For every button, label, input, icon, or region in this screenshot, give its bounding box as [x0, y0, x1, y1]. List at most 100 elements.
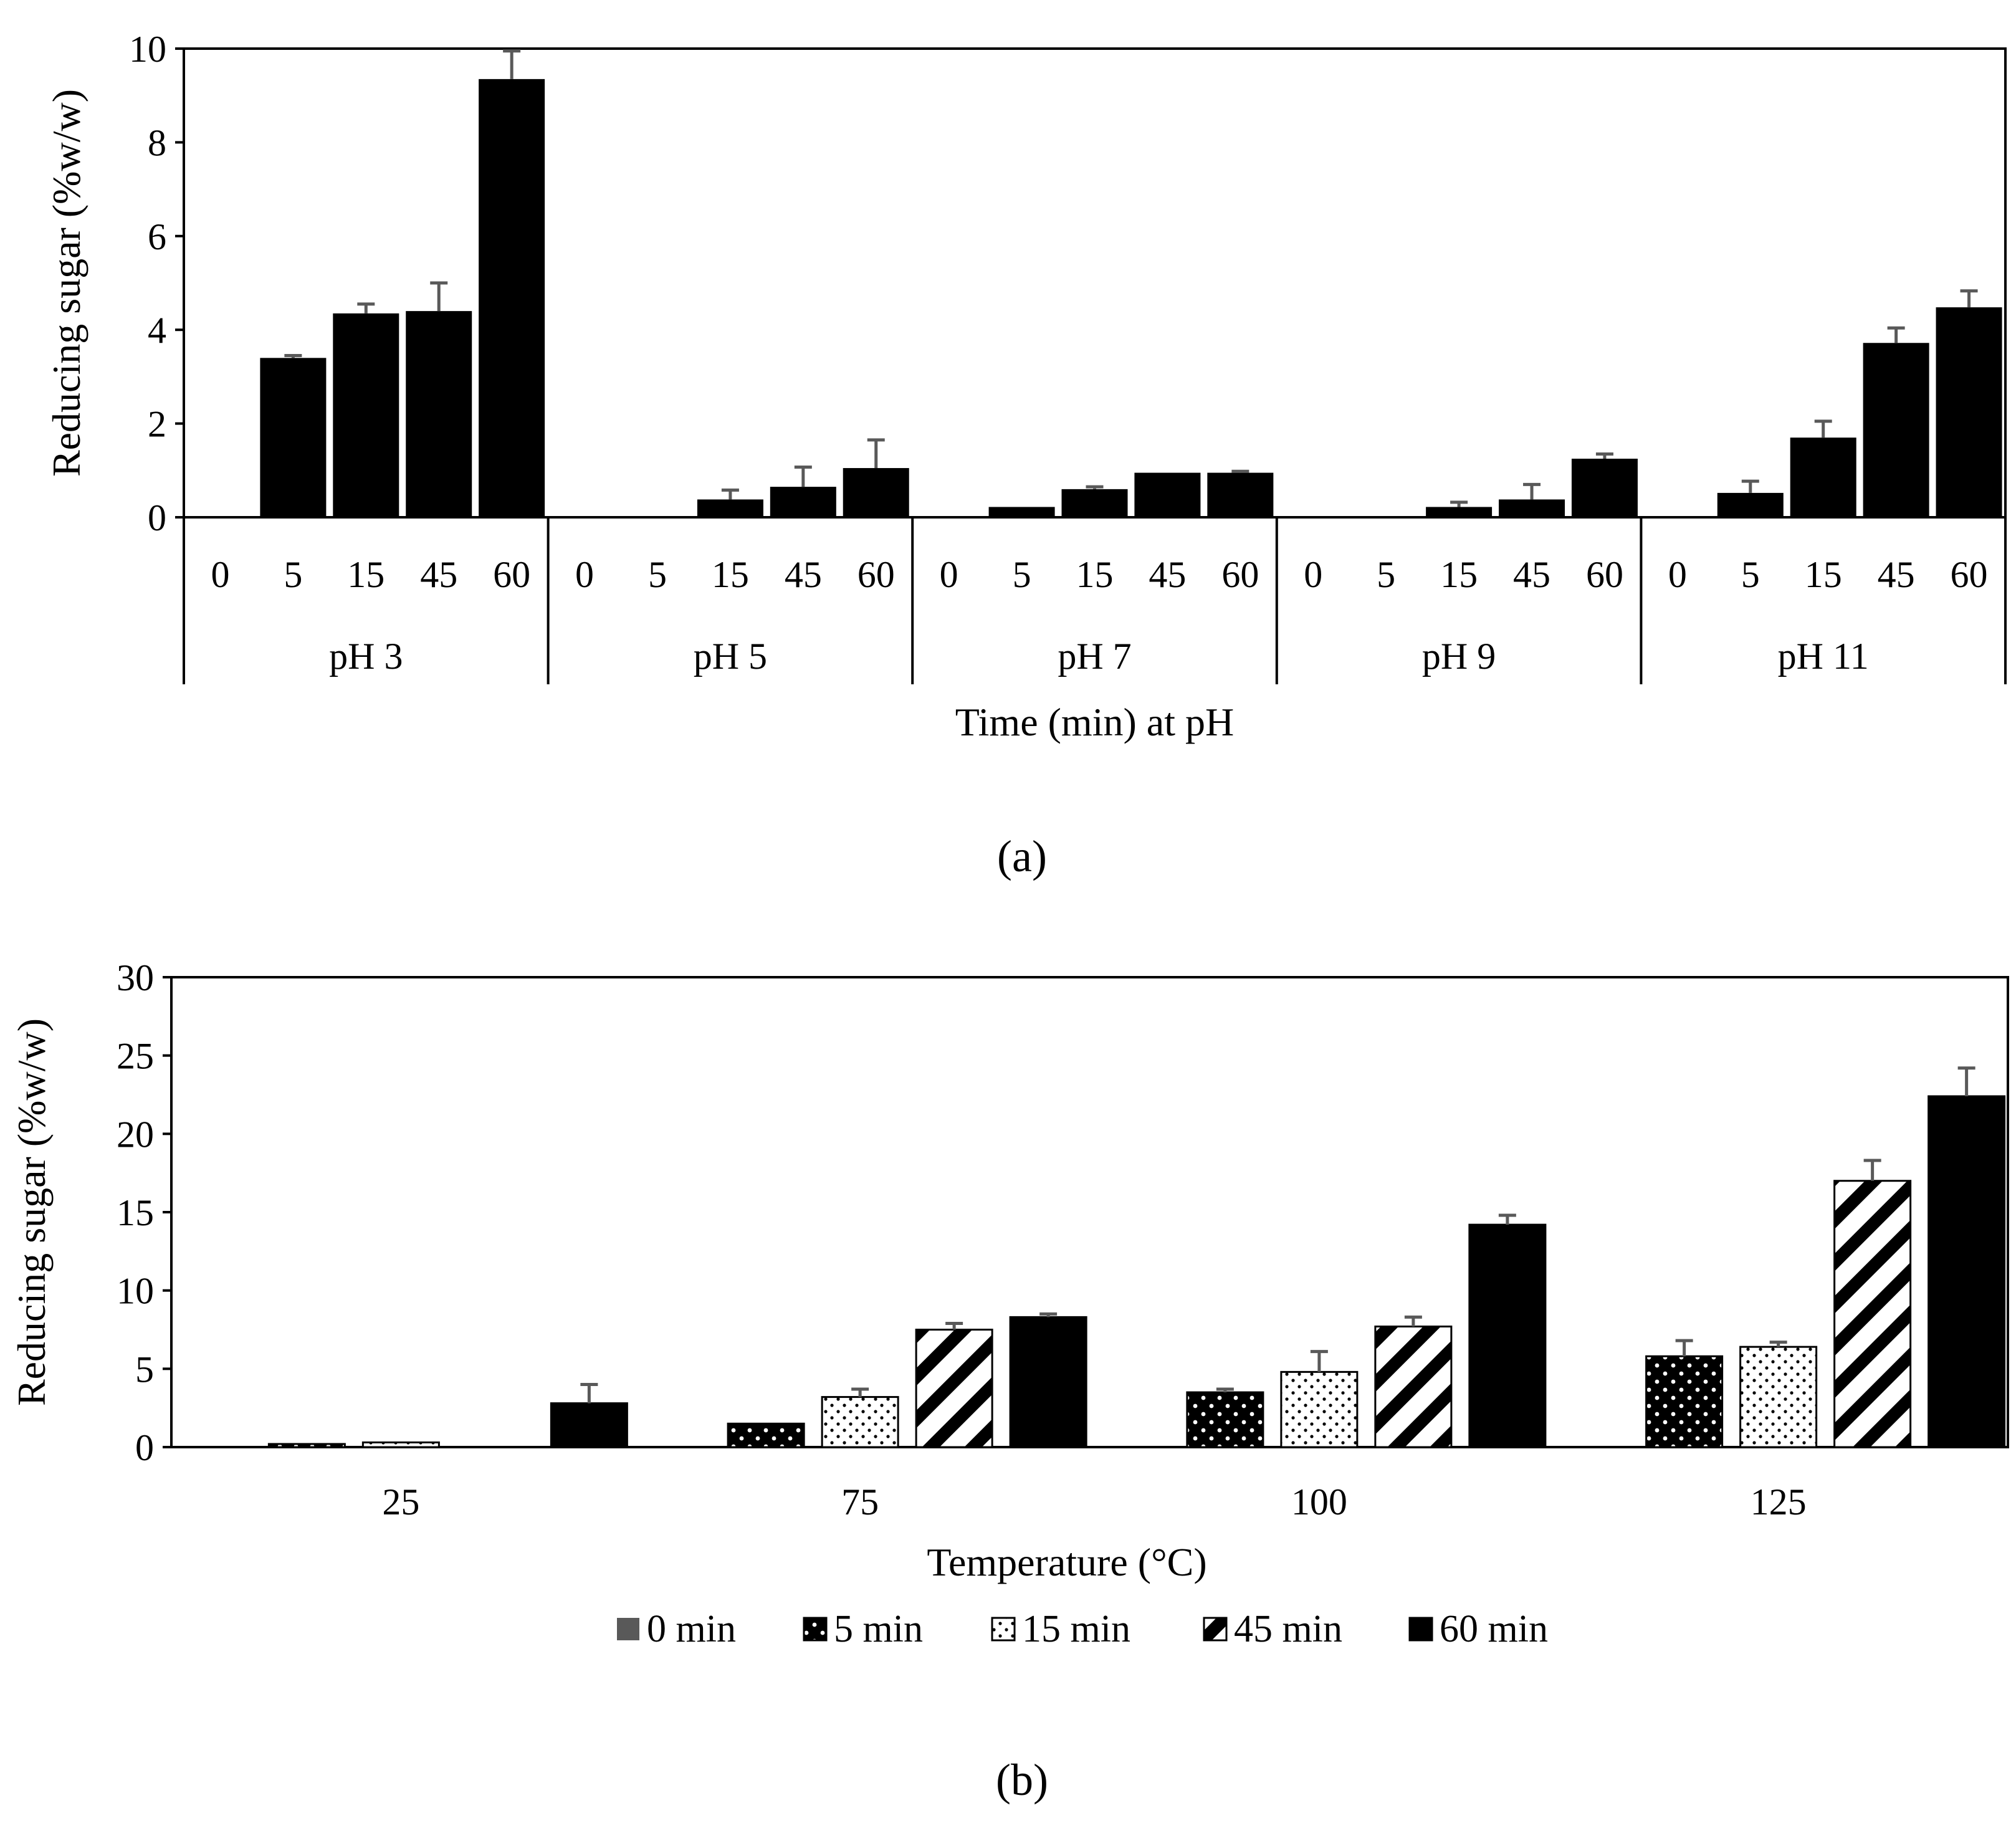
- x-tick-label-a-3-1: 5: [1377, 554, 1395, 595]
- x-tick-label-a-4-0: 0: [1668, 554, 1687, 595]
- bar-b-0-4: [550, 1402, 628, 1448]
- bar-b-1-2: [821, 1396, 899, 1448]
- bar-b-0-1: [267, 1443, 346, 1448]
- x-axis-label-b: Temperature (°C): [927, 1540, 1206, 1584]
- legend-label-b-3: 45 min: [1234, 1608, 1342, 1650]
- x-tick-label-a-2-4: 60: [1221, 554, 1259, 595]
- y-tick-label-b-3: 15: [117, 1192, 154, 1233]
- bar-a-3-4: [1571, 459, 1638, 517]
- x-tick-label-a-2-3: 45: [1149, 554, 1186, 595]
- bar-a-2-1: [988, 507, 1055, 517]
- bar-a-3-1: [1353, 516, 1420, 517]
- x-tick-label-a-0-4: 60: [493, 554, 530, 595]
- y-axis-label-a: Reducing sugar (%w/w): [44, 89, 88, 477]
- y-tick-label-a-0: 0: [148, 497, 166, 538]
- x-tick-label-a-1-1: 5: [648, 554, 667, 595]
- bar-b-3-4: [1928, 1095, 2006, 1448]
- group-label-a-3: pH 9: [1422, 636, 1496, 677]
- bar-a-0-4: [479, 79, 545, 517]
- x-axis-label-a: Time (min) at pH: [955, 700, 1234, 744]
- x-tick-label-a-0-1: 5: [284, 554, 302, 595]
- bar-b-2-2: [1280, 1370, 1359, 1448]
- x-tick-label-b-0: 25: [382, 1481, 419, 1523]
- x-tick-label-a-2-2: 15: [1076, 554, 1114, 595]
- y-tick-label-a-2: 4: [148, 310, 166, 351]
- bar-a-3-2: [1426, 507, 1493, 517]
- panel-a-label: (a): [997, 831, 1047, 881]
- x-tick-label-a-4-3: 45: [1878, 554, 1915, 595]
- legend-swatch-b-3: [1203, 1617, 1228, 1642]
- bar-a-1-1: [624, 516, 690, 517]
- legend-label-b-4: 60 min: [1440, 1608, 1548, 1650]
- x-tick-label-b-3: 125: [1751, 1481, 1807, 1523]
- bar-a-3-3: [1499, 499, 1565, 517]
- x-tick-label-b-2: 100: [1291, 1481, 1347, 1523]
- bar-b-2-4: [1468, 1223, 1547, 1448]
- y-tick-label-a-1: 2: [148, 404, 166, 445]
- group-label-a-1: pH 5: [694, 636, 767, 677]
- group-label-a-0: pH 3: [329, 636, 403, 677]
- bar-a-0-1: [260, 358, 327, 517]
- legend-b: 0 min 5 min 15 min 45 min 60 min: [617, 1608, 1548, 1650]
- x-tick-label-a-4-1: 5: [1741, 554, 1760, 595]
- y-tick-label-a-3: 6: [148, 216, 166, 257]
- bar-a-2-4: [1207, 472, 1274, 517]
- bar-a-4-2: [1790, 437, 1856, 517]
- bar-b-3-2: [1739, 1346, 1818, 1448]
- x-tick-label-a-2-1: 5: [1013, 554, 1031, 595]
- legend-label-b-2: 15 min: [1022, 1608, 1130, 1650]
- legend-swatch-b-4: [1408, 1617, 1433, 1642]
- group-label-a-4: pH 11: [1778, 636, 1869, 677]
- bar-a-2-3: [1134, 472, 1201, 517]
- bar-a-4-3: [1863, 343, 1929, 517]
- x-tick-label-a-2-0: 0: [940, 554, 958, 595]
- y-tick-label-a-5: 10: [129, 29, 166, 70]
- y-tick-label-b-0: 0: [135, 1427, 154, 1468]
- bar-a-0-2: [333, 313, 399, 517]
- bar-a-1-4: [843, 468, 909, 517]
- x-tick-label-a-0-2: 15: [347, 554, 385, 595]
- x-tick-label-a-0-3: 45: [420, 554, 457, 595]
- legend-swatch-b-2: [991, 1617, 1016, 1642]
- y-tick-label-a-4: 8: [148, 122, 166, 163]
- bar-b-1-1: [727, 1422, 805, 1448]
- y-tick-label-b-2: 10: [117, 1271, 154, 1312]
- bar-b-3-1: [1645, 1355, 1724, 1448]
- bar-b-3-3: [1833, 1180, 1912, 1448]
- x-tick-label-b-1: 75: [841, 1481, 879, 1523]
- plot-area-b: [170, 976, 2009, 1448]
- bar-a-0-3: [406, 311, 472, 517]
- x-tick-label-a-0-0: 0: [211, 554, 229, 595]
- y-axis-label-b: Reducing sugar (%w/w): [9, 1018, 54, 1406]
- bar-b-0-2: [361, 1441, 440, 1448]
- x-tick-label-a-3-3: 45: [1513, 554, 1550, 595]
- chart-b: 0 5 10 15 20 25 30 Reducing sugar (%w/w) 25 75 100…: [9, 957, 2009, 1650]
- legend-swatch-b-0: [617, 1618, 639, 1640]
- bar-b-2-3: [1374, 1325, 1453, 1448]
- legend-label-b-0: 0 min: [647, 1608, 736, 1650]
- bar-a-1-2: [697, 499, 763, 517]
- y-tick-label-b-6: 30: [117, 957, 154, 998]
- y-tick-label-b-5: 25: [117, 1036, 154, 1077]
- bar-a-1-3: [770, 487, 836, 517]
- legend-swatch-b-1: [803, 1617, 828, 1642]
- x-tick-label-a-3-4: 60: [1586, 554, 1623, 595]
- y-tick-label-b-4: 20: [117, 1114, 154, 1155]
- bar-b-1-3: [915, 1329, 993, 1448]
- bar-b-1-4: [1009, 1316, 1087, 1448]
- x-tick-label-a-1-0: 0: [575, 554, 594, 595]
- x-tick-label-a-4-2: 15: [1805, 554, 1842, 595]
- bar-b-2-1: [1186, 1391, 1264, 1448]
- x-tick-label-a-4-4: 60: [1951, 554, 1988, 595]
- y-tick-label-b-1: 5: [135, 1349, 154, 1390]
- x-tick-label-a-3-2: 15: [1440, 554, 1478, 595]
- panel-b-label: (b): [996, 1755, 1048, 1805]
- group-label-a-2: pH 7: [1058, 636, 1131, 677]
- chart-a: 0 2 4 6 8 10 Reducing sugar (%w/w) 0 5 15 45 60 pH 3…: [44, 29, 2007, 744]
- bar-a-4-4: [1936, 307, 2002, 517]
- x-tick-label-a-3-0: 0: [1304, 554, 1322, 595]
- x-tick-label-a-1-3: 45: [785, 554, 822, 595]
- legend-label-b-1: 5 min: [834, 1608, 923, 1650]
- x-tick-label-a-1-4: 60: [858, 554, 895, 595]
